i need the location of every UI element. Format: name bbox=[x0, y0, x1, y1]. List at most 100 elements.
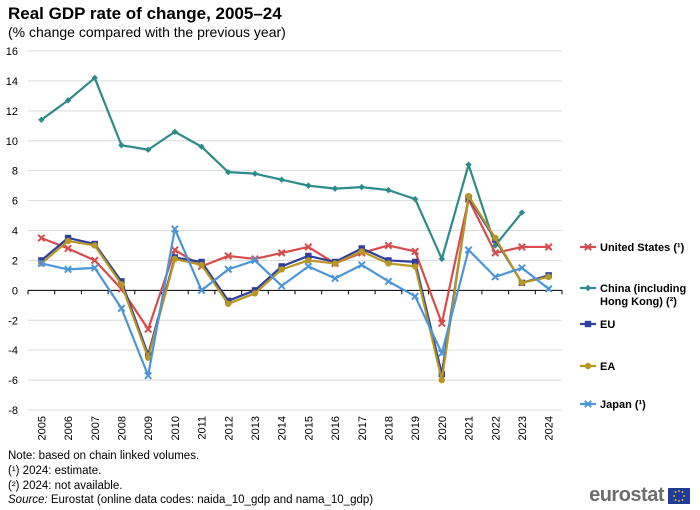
data-point bbox=[411, 263, 419, 270]
data-point bbox=[464, 246, 473, 254]
series-china-including-hong-kong bbox=[38, 74, 526, 263]
legend-swatch-marker bbox=[584, 243, 592, 251]
data-point bbox=[384, 241, 393, 250]
data-point bbox=[331, 185, 339, 192]
legend-label: United States (¹) bbox=[600, 242, 685, 254]
x-tick-label: 2022 bbox=[490, 416, 502, 440]
x-tick-label: 2019 bbox=[410, 416, 422, 440]
x-axis-ticks: 2005 2006 2007 2008 2009 2010 2011 2012 2013 2014… bbox=[27, 290, 563, 440]
series-ea bbox=[38, 192, 552, 384]
x-tick-label: 2016 bbox=[330, 416, 342, 440]
legend-swatch-marker bbox=[584, 400, 592, 408]
data-point bbox=[38, 116, 45, 124]
data-point bbox=[357, 260, 366, 269]
source-line: Source: Eurostat (online data codes: nai… bbox=[8, 493, 373, 508]
y-tick-label: -2 bbox=[8, 315, 18, 327]
data-point bbox=[385, 260, 392, 267]
y-tick-label: 16 bbox=[6, 46, 18, 58]
chart-title: Real GDP rate of change, 2005–24 bbox=[8, 4, 282, 23]
data-point bbox=[331, 260, 339, 267]
data-point bbox=[411, 258, 419, 266]
y-tick-label: 10 bbox=[6, 136, 18, 148]
data-point bbox=[117, 304, 126, 313]
data-point bbox=[278, 176, 285, 183]
data-point bbox=[305, 257, 312, 264]
data-point bbox=[492, 234, 499, 242]
data-point bbox=[544, 243, 553, 251]
data-point bbox=[518, 243, 526, 251]
data-point bbox=[224, 252, 233, 260]
data-point bbox=[198, 261, 205, 269]
x-tick-label: 2006 bbox=[63, 416, 75, 440]
source-label: Source: bbox=[8, 494, 48, 507]
x-tick-label: 2015 bbox=[303, 416, 315, 440]
data-point bbox=[358, 183, 365, 191]
legend-item: Japan (¹) bbox=[580, 399, 646, 411]
data-point bbox=[491, 249, 500, 257]
legend-item: EU bbox=[580, 319, 615, 331]
data-point bbox=[64, 244, 72, 253]
x-tick-label: 2008 bbox=[116, 416, 128, 440]
data-point bbox=[144, 146, 152, 153]
y-tick-label: -8 bbox=[8, 405, 18, 417]
legend-label: EU bbox=[600, 319, 615, 331]
legend-item: United States (¹) bbox=[580, 242, 685, 254]
data-point bbox=[385, 186, 392, 194]
y-tick-label: 8 bbox=[12, 166, 18, 178]
data-point bbox=[305, 182, 312, 189]
data-point bbox=[277, 281, 286, 290]
data-point bbox=[118, 281, 125, 288]
legend-item: EA bbox=[580, 361, 615, 373]
y-tick-label: 6 bbox=[12, 196, 18, 208]
y-tick-label: 14 bbox=[6, 76, 18, 88]
data-point bbox=[90, 256, 99, 265]
data-point bbox=[411, 247, 420, 256]
data-point bbox=[64, 237, 72, 245]
series-japan bbox=[37, 225, 553, 380]
data-point bbox=[170, 246, 179, 254]
series-line bbox=[40, 195, 549, 382]
y-gridlines bbox=[28, 50, 562, 411]
x-tick-label: 2021 bbox=[464, 416, 476, 440]
data-point bbox=[304, 243, 313, 251]
data-point bbox=[64, 265, 72, 274]
x-tick-label: 2017 bbox=[357, 416, 369, 440]
data-point bbox=[518, 209, 526, 216]
x-tick-label: 2010 bbox=[170, 416, 182, 440]
legend-swatch-marker bbox=[584, 362, 592, 370]
data-point bbox=[438, 255, 446, 263]
logo-text: eurostat bbox=[589, 484, 664, 506]
data-point bbox=[144, 354, 152, 361]
x-tick-label: 2009 bbox=[143, 416, 155, 440]
footnotes: Note: based on chain linked volumes. (¹)… bbox=[8, 449, 373, 508]
data-point bbox=[465, 192, 472, 200]
data-point bbox=[411, 292, 420, 301]
data-point bbox=[384, 277, 393, 286]
legend-label: Japan (¹) bbox=[600, 399, 646, 411]
series-line bbox=[41, 227, 550, 377]
legend-label: EA bbox=[600, 361, 615, 373]
data-point bbox=[518, 279, 526, 287]
data-point bbox=[465, 161, 472, 168]
data-point bbox=[118, 142, 125, 149]
y-tick-label: -4 bbox=[8, 345, 18, 357]
data-point bbox=[305, 252, 312, 260]
data-point bbox=[251, 290, 259, 297]
note-line: Note: based on chain linked volumes. bbox=[8, 450, 200, 462]
legend-swatch-marker bbox=[584, 284, 592, 292]
data-point bbox=[437, 319, 446, 328]
data-point bbox=[144, 371, 153, 380]
data-point bbox=[278, 266, 285, 273]
data-point bbox=[358, 248, 365, 255]
x-tick-label: 2018 bbox=[383, 416, 395, 440]
y-tick-label: 4 bbox=[12, 226, 18, 238]
data-point bbox=[90, 263, 99, 272]
x-tick-label: 2005 bbox=[36, 416, 48, 440]
legend-swatch-marker bbox=[584, 320, 592, 328]
x-tick-label: 2013 bbox=[250, 416, 262, 440]
data-point bbox=[518, 263, 526, 272]
legend-label: Hong Kong) (²) bbox=[600, 296, 677, 308]
y-tick-label: 12 bbox=[6, 106, 18, 118]
